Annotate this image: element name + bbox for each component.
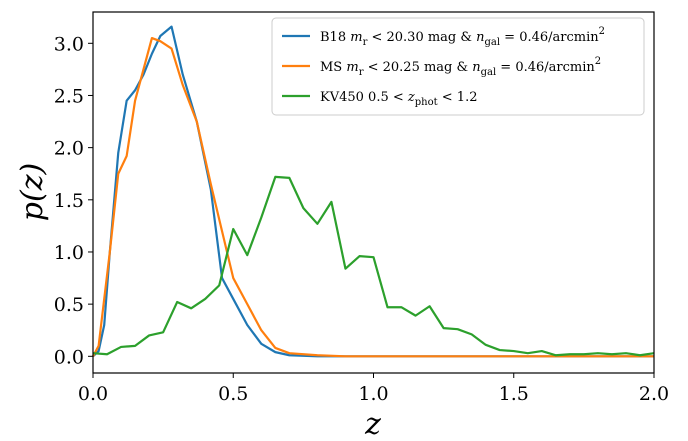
legend-label-2: KV450 0.5 < zphot < 1.2 (320, 90, 477, 108)
series-line-2 (92, 175, 655, 357)
series-line-1 (92, 36, 654, 358)
y-tick-label: 0.0 (54, 346, 84, 368)
y-tick-label: 0.5 (54, 294, 84, 316)
y-tick-label: 1.5 (54, 190, 84, 212)
legend-label-1: MS mr < 20.25 mag & ngal = 0.46/arcmin2 (320, 56, 601, 78)
y-tick-label: 1.0 (54, 242, 84, 264)
legend-label-0: B18 mr < 20.30 mag & ngal = 0.46/arcmin2 (320, 26, 605, 48)
x-tick-label: 2.0 (639, 383, 669, 405)
legend: B18 mr < 20.30 mag & ngal = 0.46/arcmin2… (271, 17, 645, 116)
x-axis-label: z (364, 407, 381, 441)
y-tick-label: 2.0 (54, 138, 84, 160)
ticks-layer: 0.0 0.5 1.0 1.5 2.0 0.0 0.5 1.0 1.5 2.0 2.5 3.0 (54, 33, 669, 405)
y-axis-label: p(z) (15, 163, 50, 221)
legend-box (271, 17, 645, 116)
y-tick-label: 3.0 (54, 33, 84, 55)
series-layer (92, 25, 655, 358)
x-tick-label: 1.0 (358, 383, 388, 405)
y-tick-label: 2.5 (54, 85, 84, 107)
x-tick-label: 1.5 (499, 383, 529, 405)
series-line-0 (92, 25, 654, 358)
x-tick-label: 0.5 (218, 383, 248, 405)
x-tick-label: 0.0 (78, 383, 108, 405)
